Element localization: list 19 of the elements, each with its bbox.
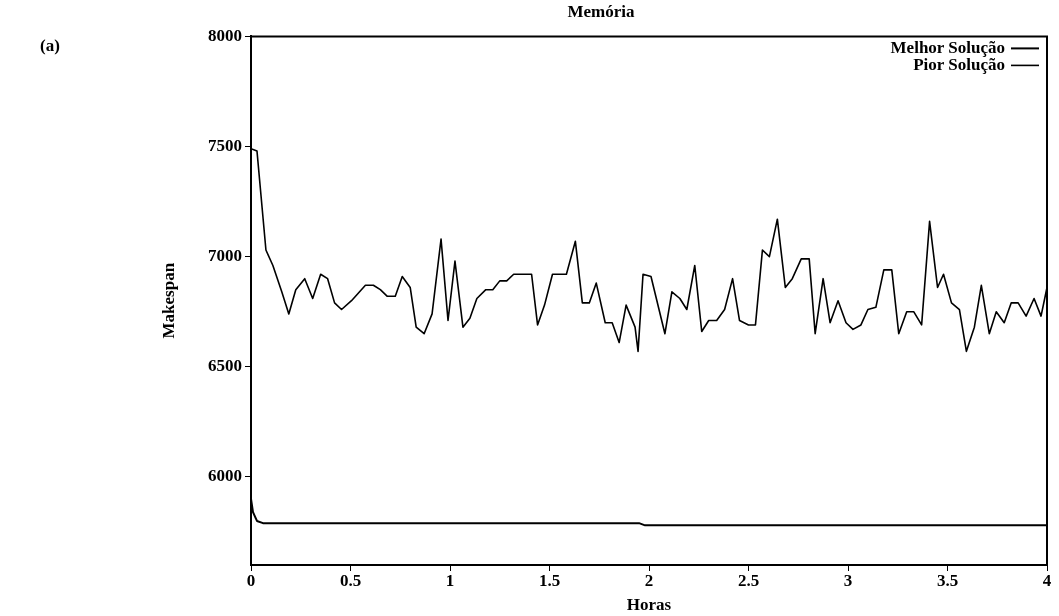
x-tick-label: 3: [843, 570, 853, 590]
x-tick-label: 3.5: [936, 570, 959, 590]
y-tick-label: 7500: [208, 135, 242, 155]
y-tick-label: 6500: [208, 356, 242, 376]
x-tick-label: 4: [1042, 570, 1052, 590]
chart-title: Memória: [567, 1, 635, 21]
y-tick-label: 8000: [208, 25, 242, 45]
x-tick-label: 0: [246, 570, 256, 590]
x-tick-label: 0.5: [339, 570, 362, 590]
x-tick-label: 1: [445, 570, 455, 590]
y-tick-label: 6000: [208, 466, 242, 486]
x-tick-label: 2: [644, 570, 654, 590]
text: (a): [40, 35, 60, 55]
y-tick-label: 7000: [208, 246, 242, 266]
x-tick-label: 2.5: [737, 570, 760, 590]
y-axis-title: Makespan: [158, 262, 178, 339]
x-tick-label: 1.5: [538, 570, 561, 590]
x-axis-title: Horas: [626, 595, 672, 615]
legend-label: Melhor Solução: [890, 37, 1005, 57]
